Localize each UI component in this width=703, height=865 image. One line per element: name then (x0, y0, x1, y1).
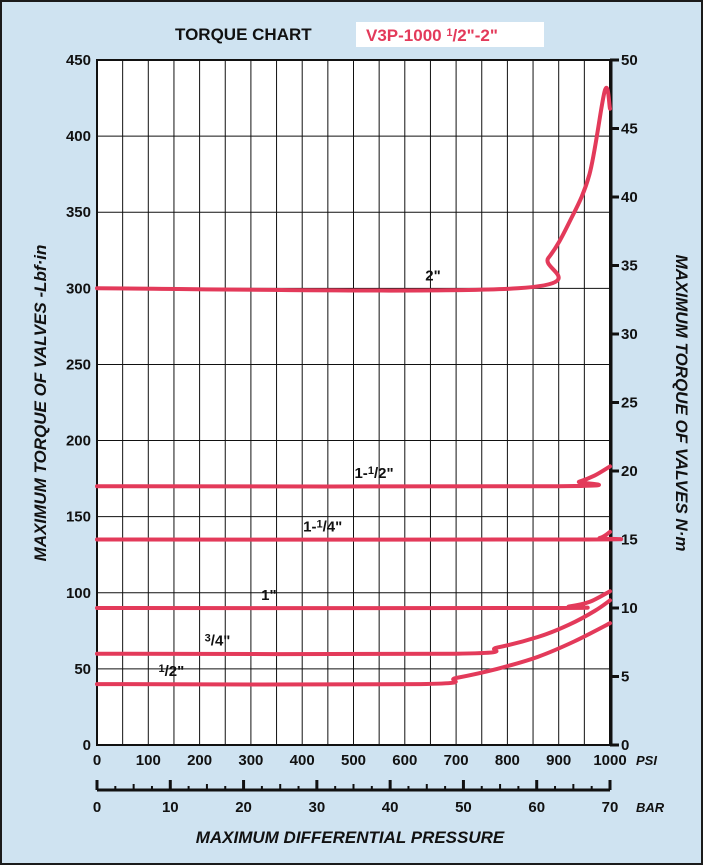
y-tick-left-label: 300 (66, 280, 91, 297)
x-axis-title: MAXIMUM DIFFERENTIAL PRESSURE (196, 828, 505, 847)
x-tick-psi-label: 100 (136, 752, 161, 769)
series-label: 1" (261, 587, 276, 604)
series-label: 3/4" (205, 633, 231, 650)
x-tick-bar-label: 0 (93, 799, 101, 816)
y-tick-left-label: 0 (83, 737, 91, 754)
x-tick-bar-label: 70 (602, 799, 619, 816)
y-tick-right-label: 45 (621, 121, 638, 138)
x-unit-bar: BAR (636, 800, 665, 815)
series-line (95, 598, 612, 657)
series-line (95, 85, 612, 293)
series-label: 1-1/4" (303, 519, 342, 536)
x-tick-psi-label: 200 (187, 752, 212, 769)
y-tick-left-label: 350 (66, 204, 91, 221)
x-tick-psi-label: 700 (444, 752, 469, 769)
x-tick-psi-label: 800 (495, 752, 520, 769)
y-axis-title-right: MAXIMUM TORQUE OF VALVES N·m (672, 255, 691, 552)
x-tick-bar-label: 50 (455, 799, 472, 816)
y-tick-right-label: 10 (621, 600, 638, 617)
series-label: 1/2" (159, 663, 185, 680)
x-tick-psi-label: 400 (290, 752, 315, 769)
y-tick-right-label: 40 (621, 189, 638, 206)
y-tick-left-label: 200 (66, 433, 91, 450)
series-label: 2" (425, 267, 440, 284)
y-axis-title-left: MAXIMUM TORQUE OF VALVES -Lbf·in (31, 245, 50, 562)
y-tick-right-label: 50 (621, 52, 638, 69)
y-tick-left-label: 50 (74, 661, 91, 678)
x-tick-bar-label: 40 (382, 799, 399, 816)
y-tick-right-label: 15 (621, 532, 638, 549)
y-tick-left-label: 400 (66, 128, 91, 145)
y-tick-left-label: 450 (66, 52, 91, 69)
series-label: 1-1/2" (354, 465, 393, 482)
series-line (95, 529, 624, 542)
chart-subtitle: V3P-1000 1/2"-2" (366, 26, 498, 45)
x-tick-psi-label: 600 (392, 752, 417, 769)
y-tick-right-label: 5 (621, 669, 629, 686)
x-tick-psi-label: 500 (341, 752, 366, 769)
x-tick-psi-label: 900 (546, 752, 571, 769)
y-tick-left-label: 150 (66, 509, 91, 526)
series-line (95, 589, 612, 611)
x-tick-bar-label: 30 (309, 799, 326, 816)
chart-title: TORQUE CHART (175, 25, 312, 44)
x-tick-bar-label: 20 (235, 799, 252, 816)
y-tick-right-label: 30 (621, 326, 638, 343)
x-tick-psi-label: 1000 (593, 752, 626, 769)
x-tick-bar-label: 60 (528, 799, 545, 816)
x-tick-psi-label: 300 (238, 752, 263, 769)
y-tick-right-label: 0 (621, 737, 629, 754)
series-line (95, 621, 612, 687)
y-tick-left-label: 100 (66, 585, 91, 602)
y-tick-right-label: 35 (621, 258, 638, 275)
subtitle-box (356, 22, 544, 47)
y-tick-right-label: 25 (621, 395, 638, 412)
y-tick-right-label: 20 (621, 463, 638, 480)
series-line (95, 464, 612, 489)
x-tick-bar-label: 10 (162, 799, 179, 816)
y-tick-left-label: 250 (66, 356, 91, 373)
x-tick-psi-label: 0 (93, 752, 101, 769)
x-unit-psi: PSI (636, 753, 657, 768)
